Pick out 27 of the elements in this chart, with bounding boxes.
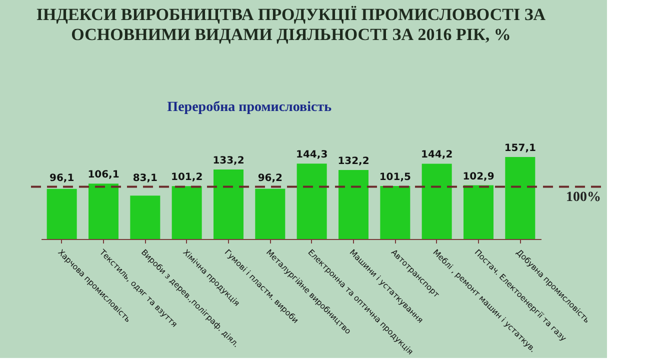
bar (214, 169, 244, 239)
bar (296, 164, 327, 239)
chart-title: ІНДЕКСИ ВИРОБНИЦТВА ПРОДУКЦІЇ ПРОМИСЛОВОСТІ ЗА ОСНОВНИМИ ВИДАМИ ДІЯЛЬНОСТІ ЗА 2016 РІК, % (36, 5, 546, 44)
bar (255, 188, 286, 239)
data-label: 102,9 (462, 171, 494, 182)
data-label: 157,1 (504, 143, 536, 154)
ref-line-label: 100% (566, 190, 601, 205)
bar (464, 185, 494, 239)
bar (130, 196, 160, 239)
bar (172, 186, 202, 239)
data-label: 133,2 (212, 155, 244, 166)
data-label: 101,5 (379, 172, 412, 184)
data-label: 144,3 (296, 150, 328, 161)
bar (88, 184, 118, 239)
text: Переробна промисловість (167, 100, 332, 115)
data-label: 144,2 (421, 150, 453, 161)
data-label: 83,1 (132, 172, 158, 184)
data-label: 96,1 (49, 172, 74, 184)
bar (46, 188, 77, 239)
bar (380, 186, 410, 239)
data-label: 101,2 (171, 172, 203, 184)
bar (338, 170, 368, 239)
data-label: 106,1 (88, 170, 120, 181)
bar (505, 157, 536, 239)
data-label: 132,2 (338, 156, 370, 167)
bar (422, 164, 452, 239)
data-label: 96,2 (258, 172, 283, 184)
